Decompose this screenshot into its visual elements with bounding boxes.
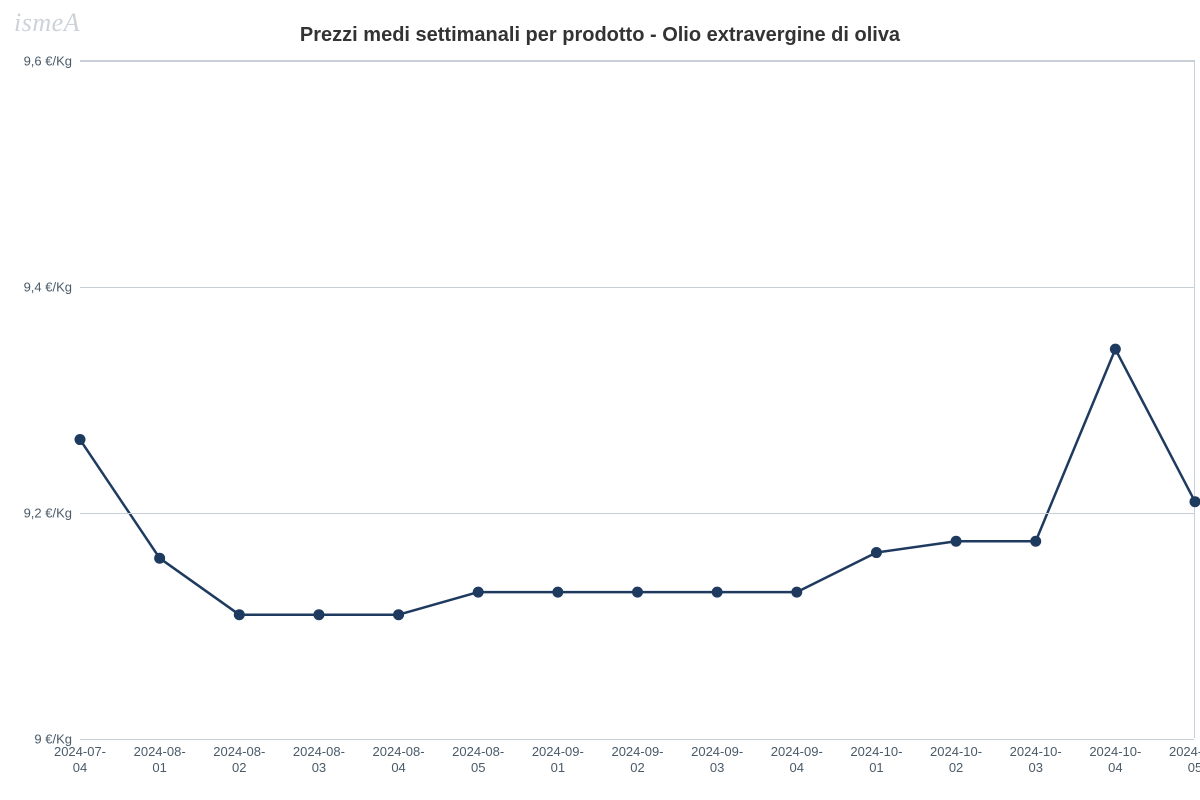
data-point-marker	[473, 587, 484, 598]
data-point-marker	[393, 609, 404, 620]
data-point-marker	[632, 587, 643, 598]
y-gridline	[80, 61, 1194, 62]
x-axis-tick-label: 2024-09-03	[677, 744, 757, 777]
data-point-marker	[712, 587, 723, 598]
x-axis-tick-label: 2024-10-03	[996, 744, 1076, 777]
plot-area: 9 €/Kg9,2 €/Kg9,4 €/Kg9,6 €/Kg2024-07-04…	[80, 60, 1195, 738]
data-point-marker	[154, 553, 165, 564]
data-point-marker	[791, 587, 802, 598]
y-axis-tick-label: 9,2 €/Kg	[24, 506, 72, 521]
y-gridline	[80, 287, 1194, 288]
x-axis-tick-label: 2024-10-04	[1075, 744, 1155, 777]
data-point-marker	[552, 587, 563, 598]
y-gridline	[80, 739, 1194, 740]
data-point-marker	[1110, 344, 1121, 355]
data-point-marker	[1030, 536, 1041, 547]
data-point-marker	[313, 609, 324, 620]
y-axis-tick-label: 9,4 €/Kg	[24, 280, 72, 295]
x-axis-tick-label: 2024-08-01	[120, 744, 200, 777]
x-axis-tick-label: 2024-09-04	[757, 744, 837, 777]
line-series-layer	[80, 61, 1194, 738]
price-line-series	[80, 349, 1195, 615]
chart-container: ismeA Prezzi medi settimanali per prodot…	[0, 0, 1200, 800]
x-axis-tick-label: 2024-08-04	[359, 744, 439, 777]
x-axis-tick-label: 2024-08-05	[438, 744, 518, 777]
data-point-marker	[871, 547, 882, 558]
x-axis-tick-label: 2024-08-03	[279, 744, 359, 777]
x-axis-tick-label: 2024-09-01	[518, 744, 598, 777]
x-axis-tick-label: 2024-10-05	[1155, 744, 1200, 777]
x-axis-tick-label: 2024-10-02	[916, 744, 996, 777]
data-point-marker	[75, 434, 86, 445]
data-point-marker	[234, 609, 245, 620]
x-axis-tick-label: 2024-08-02	[199, 744, 279, 777]
y-gridline	[80, 513, 1194, 514]
x-axis-tick-label: 2024-10-01	[836, 744, 916, 777]
chart-title: Prezzi medi settimanali per prodotto - O…	[0, 24, 1200, 47]
x-axis-tick-label: 2024-09-02	[598, 744, 678, 777]
x-axis-tick-label: 2024-07-04	[40, 744, 120, 777]
data-point-marker	[951, 536, 962, 547]
data-point-marker	[1190, 496, 1200, 507]
y-axis-tick-label: 9,6 €/Kg	[24, 54, 72, 69]
